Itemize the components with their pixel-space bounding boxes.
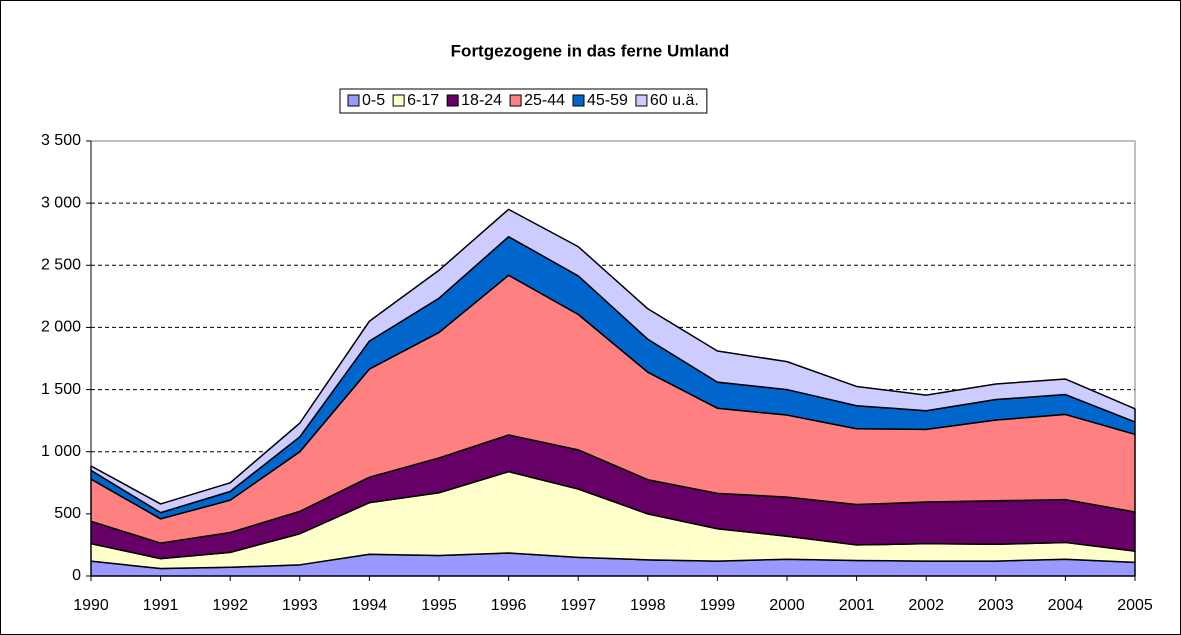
x-tick-label: 2004 — [1048, 597, 1084, 614]
x-tick-label: 1999 — [700, 597, 736, 614]
area — [90, 208, 1136, 514]
x-tick-label: 2000 — [769, 597, 805, 614]
legend-swatch — [635, 94, 648, 107]
x-tick-label: 1993 — [282, 597, 318, 614]
legend-label: 6-17 — [407, 92, 439, 109]
legend-label: 0-5 — [362, 92, 385, 109]
legend-swatch — [446, 94, 459, 107]
legend-swatch — [509, 94, 522, 107]
y-tick-label: 2 500 — [41, 257, 81, 274]
y-tick-label: 0 — [72, 567, 81, 584]
x-tick-label: 2002 — [908, 597, 944, 614]
legend: 0-5 6-17 18-24 25-44 45-59 60 u.ä. — [339, 88, 708, 114]
x-tick-label: 2005 — [1117, 597, 1153, 614]
y-tick-label: 3 500 — [41, 132, 81, 149]
y-tick-label: 3 000 — [41, 194, 81, 211]
legend-label: 45-59 — [587, 92, 628, 109]
legend-swatch — [572, 94, 585, 107]
legend-label: 18-24 — [461, 92, 502, 109]
legend-label: 60 u.ä. — [650, 92, 699, 109]
x-tick-label: 2001 — [839, 597, 875, 614]
legend-label: 25-44 — [524, 92, 565, 109]
x-tick-label: 1996 — [491, 597, 527, 614]
y-tick-label: 500 — [54, 505, 81, 522]
x-tick-label: 1991 — [143, 597, 179, 614]
legend-swatch — [392, 94, 405, 107]
y-tick-label: 2 000 — [41, 319, 81, 336]
chart-title: Fortgezogene in das ferne Umland — [451, 41, 730, 60]
x-tick-label: 2003 — [978, 597, 1014, 614]
x-tick-label: 1998 — [630, 597, 666, 614]
x-tick-label: 1997 — [560, 597, 596, 614]
y-tick-label: 1 500 — [41, 381, 81, 398]
x-tick-label: 1995 — [421, 597, 457, 614]
legend-swatch — [347, 94, 360, 107]
y-tick-label: 1 000 — [41, 443, 81, 460]
x-tick-label: 1990 — [73, 597, 109, 614]
x-tick-label: 1994 — [352, 597, 388, 614]
x-tick-label: 1992 — [212, 597, 248, 614]
